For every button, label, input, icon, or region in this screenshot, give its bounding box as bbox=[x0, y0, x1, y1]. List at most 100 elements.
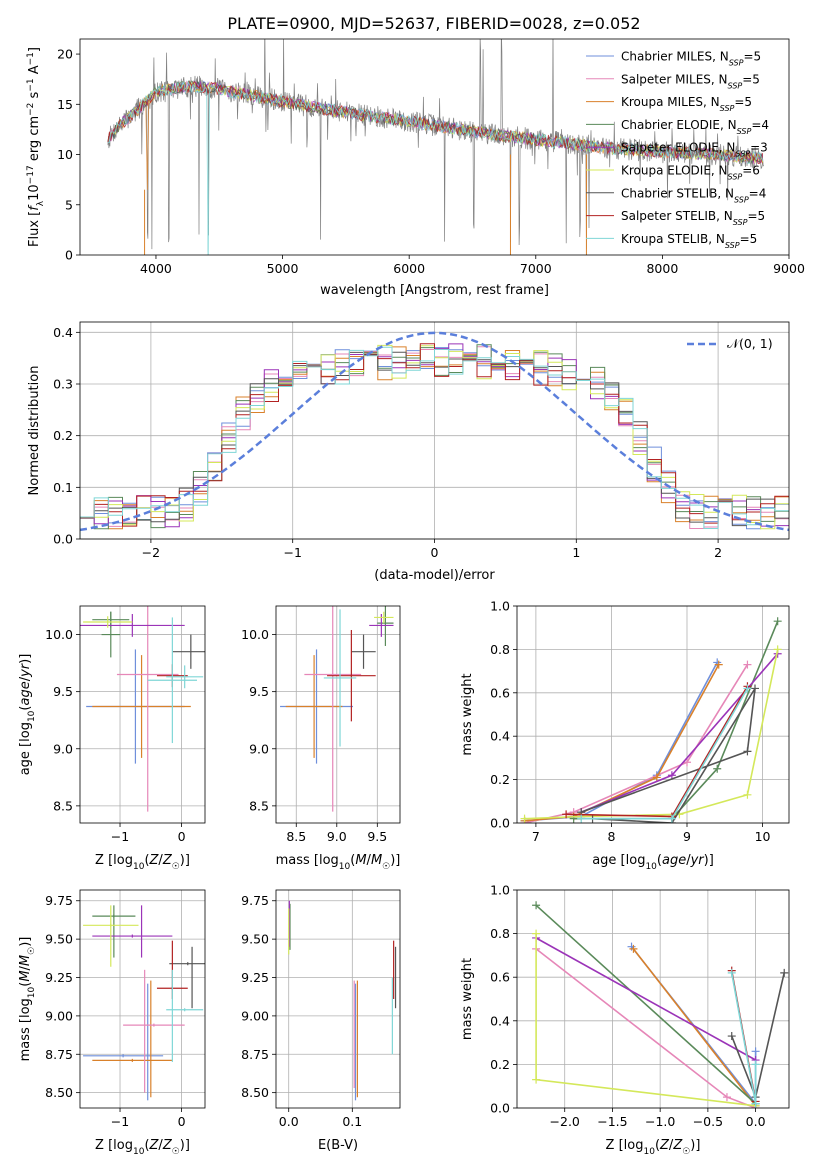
errorbar-2 bbox=[116, 606, 179, 812]
y-tick-label: 0.4 bbox=[490, 729, 510, 744]
y-tick-label: 1.0 bbox=[490, 599, 510, 614]
y-tick-label: 0.6 bbox=[490, 970, 510, 985]
errorbar-1 bbox=[92, 655, 191, 758]
weight-marker bbox=[780, 968, 789, 977]
x-tick-label: −0.5 bbox=[693, 1114, 723, 1129]
weight-marker bbox=[743, 684, 752, 693]
y-tick-label: 9.00 bbox=[45, 1008, 73, 1023]
y-tick-label: 9.75 bbox=[45, 893, 73, 908]
x-axis-label: (data-model)/error bbox=[374, 568, 495, 583]
y-tick-label: 9.25 bbox=[45, 970, 73, 985]
x-tick-label: 0 bbox=[178, 1114, 186, 1129]
y-tick-label: 8.75 bbox=[241, 1047, 269, 1062]
legend-entry-7: Salpeter STELIB, NSSP=5 bbox=[621, 209, 765, 227]
weight-marker bbox=[743, 790, 752, 799]
weight-line-5 bbox=[524, 649, 779, 820]
legend-entry-5: Kroupa ELODIE, NSSP=6 bbox=[621, 164, 760, 182]
errorbar-6 bbox=[83, 616, 133, 628]
y-tick-label: 5 bbox=[65, 197, 73, 212]
model-spectrum-8 bbox=[107, 81, 764, 253]
x-axis-label: Z [log10(Z/Z☉)] bbox=[95, 853, 190, 872]
x-tick-label: 9 bbox=[683, 829, 691, 844]
errorbar-6 bbox=[351, 634, 376, 669]
x-tick-label: 0 bbox=[178, 829, 186, 844]
legend-entry-4: Salpeter ELODIE, NSSP=3 bbox=[621, 141, 768, 159]
y-axis-label: mass weight bbox=[460, 958, 475, 1040]
y-tick-label: 0.1 bbox=[53, 480, 73, 495]
y-axis-label: mass [log10(M/M☉)] bbox=[18, 937, 37, 1062]
weight-marker bbox=[532, 1075, 541, 1084]
weight-line-3 bbox=[573, 620, 779, 820]
y-tick-label: 0.0 bbox=[490, 1101, 510, 1116]
legend-entry-3: Chabrier ELODIE, NSSP=4 bbox=[621, 118, 769, 136]
x-tick-label: 7 bbox=[532, 829, 540, 844]
y-tick-label: 8.50 bbox=[241, 1085, 269, 1100]
gaussian-curve bbox=[80, 331, 789, 532]
y-tick-label: 20 bbox=[57, 47, 73, 62]
plot-area bbox=[80, 606, 205, 812]
x-tick-label: 2 bbox=[714, 545, 722, 560]
weight-marker bbox=[743, 747, 752, 756]
y-tick-label: 0.8 bbox=[490, 926, 510, 941]
x-tick-label: 9.0 bbox=[327, 829, 347, 844]
y-axis-label: age [log10(age/yr)] bbox=[18, 654, 37, 776]
plot-area bbox=[280, 606, 394, 812]
y-tick-label: 8.50 bbox=[45, 1085, 73, 1100]
x-tick-label: 8000 bbox=[646, 261, 678, 276]
panel-mass_vs_Z: −1 0 8.50 8.75 9.00 9.25 9.50 9.75 Z [log10(Z/Z☉… bbox=[18, 889, 206, 1157]
y-tick-label: 0 bbox=[65, 248, 73, 263]
y-tick-label: 0.6 bbox=[490, 685, 510, 700]
x-tick-label: 9.5 bbox=[367, 829, 387, 844]
panel-weight_vs_Z: −2.0 −1.5 −1.0 −0.5 0.0 0.0 0.2 0.4 0.6 0.8 1.0 Z [… bbox=[460, 883, 790, 1157]
legend-entry-8: Kroupa STELIB, NSSP=5 bbox=[621, 232, 757, 250]
y-tick-label: 9.5 bbox=[249, 684, 269, 699]
errorbar-5 bbox=[374, 611, 394, 624]
weight-marker bbox=[727, 1032, 736, 1041]
weight-line-2 bbox=[524, 664, 720, 822]
axes-frame bbox=[79, 889, 206, 1109]
panel-weight_vs_age: 7 8 9 10 0.0 0.2 0.4 0.6 0.8 1.0 age [log10(age/yr… bbox=[460, 599, 790, 872]
y-tick-label: 9.0 bbox=[53, 741, 73, 756]
y-tick-label: 10 bbox=[57, 147, 73, 162]
x-tick-label: −1 bbox=[111, 829, 129, 844]
y-tick-label: 0.4 bbox=[53, 325, 73, 340]
y-tick-label: 10.0 bbox=[241, 627, 269, 642]
x-tick-label: 4000 bbox=[140, 261, 172, 276]
figure-title: PLATE=0900, MJD=52637, FIBERID=0028, z=0… bbox=[227, 14, 640, 33]
panel-age_vs_Z: −1 0 8.5 9.0 9.5 10.0 Z [log10(Z/Z☉)] age [log1… bbox=[18, 605, 206, 872]
histogram-8 bbox=[80, 346, 789, 539]
weight-marker bbox=[667, 814, 676, 823]
axes-frame bbox=[79, 605, 206, 824]
errorbar-12 bbox=[169, 962, 205, 966]
weight-marker bbox=[532, 929, 541, 938]
errorbar-7 bbox=[172, 634, 205, 669]
x-axis-label: Z [log10(Z/Z☉)] bbox=[95, 1138, 190, 1157]
x-tick-label: 0.0 bbox=[746, 1114, 766, 1129]
weight-line-3 bbox=[535, 904, 757, 1105]
weight-marker bbox=[577, 814, 586, 823]
panel-age_vs_mass: 8.5 9.0 9.5 8.5 9.0 9.5 10.0 mass [log10(M/M☉)] bbox=[241, 605, 401, 872]
y-axis-label: Flux [fλ10−17 erg cm−2 s−1 A−1] bbox=[26, 47, 46, 247]
weight-marker bbox=[773, 617, 782, 626]
x-tick-label: 0.1 bbox=[342, 1114, 362, 1129]
y-tick-label: 9.75 bbox=[241, 893, 269, 908]
y-tick-label: 8.5 bbox=[53, 798, 73, 813]
errorbar-0 bbox=[83, 1054, 164, 1058]
y-tick-label: 9.00 bbox=[241, 1008, 269, 1023]
errorbar-10 bbox=[166, 665, 204, 689]
weight-line-8 bbox=[581, 688, 749, 820]
x-tick-label: 0.0 bbox=[279, 1114, 299, 1129]
legend-entry-gaussian: 𝒩(0, 1) bbox=[727, 336, 773, 351]
weight-marker bbox=[751, 684, 759, 693]
axes-frame bbox=[275, 889, 401, 1109]
x-tick-label: −1.0 bbox=[645, 1114, 675, 1129]
weight-marker bbox=[751, 1060, 760, 1069]
y-tick-label: 9.25 bbox=[241, 970, 269, 985]
errorbar-2 bbox=[92, 1058, 173, 1062]
weight-marker bbox=[629, 944, 638, 953]
weight-marker bbox=[532, 901, 541, 910]
x-axis-label: age [log10(age/yr)] bbox=[592, 853, 714, 872]
weight-marker bbox=[751, 1047, 760, 1056]
plot-area bbox=[520, 617, 782, 823]
